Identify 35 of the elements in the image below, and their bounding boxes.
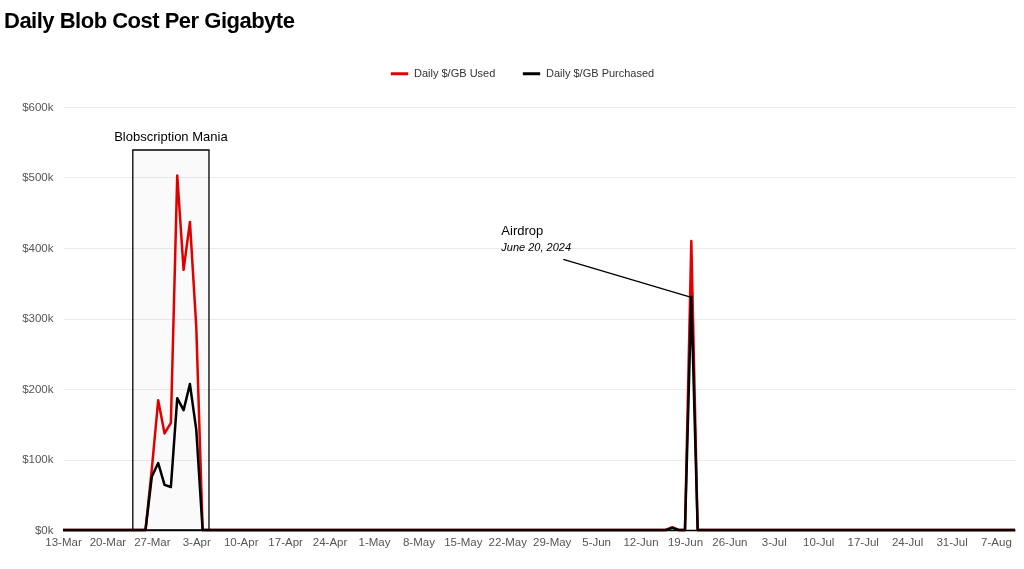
x-tick-label: 5-Jun [582, 535, 612, 548]
x-tick-label: 3-Apr [182, 535, 212, 548]
x-tick-label: 13-Mar [45, 535, 82, 548]
x-tick-label: 1-May [358, 535, 391, 548]
x-tick-label: 31-Jul [936, 535, 968, 548]
y-tick-label: $400k [22, 241, 54, 254]
x-tick-label: 29-May [533, 535, 572, 548]
x-tick-label: 17-Apr [268, 535, 304, 548]
x-tick-label: 19-Jun [667, 535, 704, 548]
legend-label: Daily $/GB Used [414, 66, 496, 79]
y-tick-label: $500k [22, 171, 54, 183]
chart-title: Daily Blob Cost Per Gigabyte [4, 8, 295, 34]
annotation: Airdrop [501, 223, 544, 239]
x-tick-label: 22-May [488, 535, 528, 548]
band-label: Blobscription Mania [114, 129, 229, 144]
y-tick-label: $200k [22, 382, 54, 395]
y-tick-label: $600k [22, 100, 54, 113]
x-tick-label: 3-Jul [761, 535, 787, 548]
x-tick-label: 24-Apr [312, 535, 348, 548]
x-tick-label: 26-Jun [712, 535, 748, 548]
x-tick-label: 10-Apr [223, 535, 259, 548]
y-tick-label: $300k [22, 312, 54, 324]
x-tick-label: 24-Jul [891, 535, 924, 548]
x-tick-label: 17-Jul [847, 535, 879, 548]
x-tick-label: 15-May [444, 535, 483, 548]
x-tick-label: 10-Jul [803, 535, 835, 548]
x-tick-label: 12-Jun [623, 535, 659, 548]
legend-label: Daily $/GB Purchased [546, 66, 655, 79]
x-tick-label: 8-May [402, 535, 436, 548]
x-tick-label: 27-Mar [134, 535, 171, 548]
annotation: June 20, 2024 [500, 241, 572, 254]
x-tick-label: 7-Aug [981, 535, 1012, 548]
x-tick-label: 20-Mar [89, 535, 127, 548]
y-tick-label: $100k [22, 453, 54, 465]
y-tick-label: $0k [34, 523, 54, 536]
